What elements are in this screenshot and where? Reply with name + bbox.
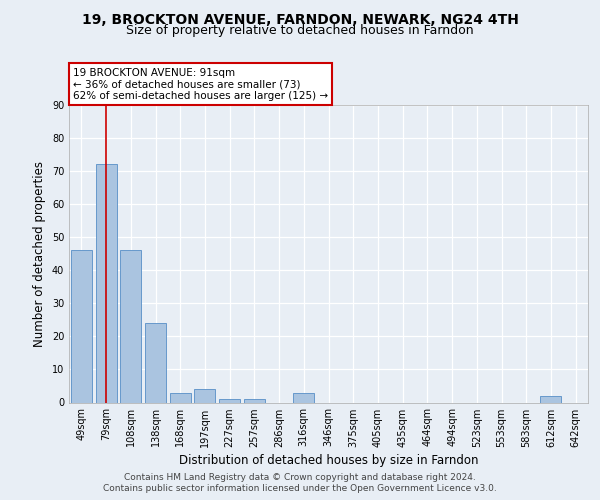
Text: Contains HM Land Registry data © Crown copyright and database right 2024.: Contains HM Land Registry data © Crown c… — [124, 472, 476, 482]
Bar — [219, 399, 240, 402]
Bar — [541, 396, 562, 402]
Bar — [194, 390, 215, 402]
Y-axis label: Number of detached properties: Number of detached properties — [33, 161, 46, 347]
Bar — [71, 250, 92, 402]
Text: 19 BROCKTON AVENUE: 91sqm
← 36% of detached houses are smaller (73)
62% of semi-: 19 BROCKTON AVENUE: 91sqm ← 36% of detac… — [73, 68, 328, 101]
Bar — [145, 323, 166, 402]
Bar — [170, 392, 191, 402]
Bar — [120, 250, 141, 402]
X-axis label: Distribution of detached houses by size in Farndon: Distribution of detached houses by size … — [179, 454, 478, 467]
Bar — [244, 399, 265, 402]
Text: Size of property relative to detached houses in Farndon: Size of property relative to detached ho… — [126, 24, 474, 37]
Bar — [95, 164, 116, 402]
Text: Contains public sector information licensed under the Open Government Licence v3: Contains public sector information licen… — [103, 484, 497, 493]
Text: 19, BROCKTON AVENUE, FARNDON, NEWARK, NG24 4TH: 19, BROCKTON AVENUE, FARNDON, NEWARK, NG… — [82, 12, 518, 26]
Bar — [293, 392, 314, 402]
